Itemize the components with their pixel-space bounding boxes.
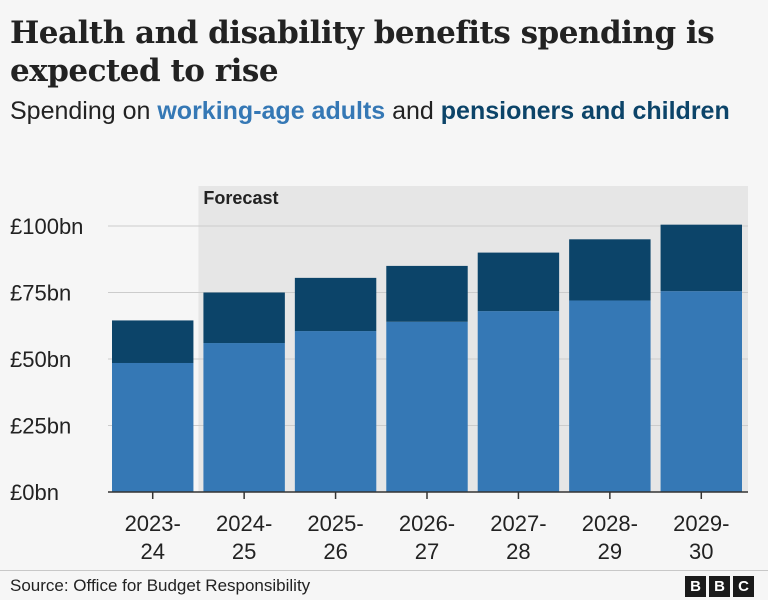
legend-pensioners-children: pensioners and children xyxy=(440,97,730,125)
bar-pensioners-children xyxy=(203,292,285,344)
logo-letter-1: B xyxy=(685,576,706,597)
chart-subtitle: Spending on working-age adults and pensi… xyxy=(10,95,750,127)
bar-working-age xyxy=(386,321,468,492)
x-tick-label: 2029- xyxy=(673,511,729,536)
x-tick-label: 26 xyxy=(323,539,347,564)
bar-working-age xyxy=(477,311,560,492)
forecast-region xyxy=(198,186,748,492)
forecast-label: Forecast xyxy=(203,188,278,208)
bar-pensioners-children xyxy=(477,252,560,312)
bar-pensioners-children xyxy=(294,277,377,332)
x-tick-label: 29 xyxy=(598,539,622,564)
x-tick-label: 2026- xyxy=(399,511,455,536)
bar-working-age xyxy=(112,362,194,492)
x-tick-label: 2024- xyxy=(216,511,272,536)
x-tick-label: 30 xyxy=(689,539,713,564)
stacked-bar-chart: Forecast £0bn £25bn £50bn £75bn £100bn 2023- 24… xyxy=(10,186,748,564)
x-tick-label: 25 xyxy=(232,539,256,564)
bar-pensioners-children xyxy=(386,265,468,322)
y-tick-label: £0bn xyxy=(10,480,59,505)
legend-working-age: working-age adults xyxy=(157,97,386,125)
bar-working-age xyxy=(203,343,285,492)
y-tick-label: £25bn xyxy=(10,414,71,439)
x-tick-label: 2025- xyxy=(307,511,363,536)
bar-pensioners-children xyxy=(660,224,742,292)
y-tick-label: £100bn xyxy=(10,214,83,239)
x-tick-label: 2027- xyxy=(490,511,546,536)
subtitle-mid: and xyxy=(385,97,441,125)
subtitle-prefix: Spending on xyxy=(10,97,158,125)
bbc-logo: B B C xyxy=(685,576,754,597)
bar-pensioners-children xyxy=(569,239,651,301)
x-tick-label: 28 xyxy=(506,539,530,564)
x-tick-label: 27 xyxy=(415,539,439,564)
bar-working-age xyxy=(660,291,742,492)
bar-pensioners-children xyxy=(112,320,194,363)
y-tick-label: £75bn xyxy=(10,281,71,306)
source-note: Source: Office for Budget Responsibility xyxy=(10,576,311,595)
x-tick-label: 2023- xyxy=(125,511,181,536)
x-tick-label: 2028- xyxy=(582,511,638,536)
bar-working-age xyxy=(294,331,377,492)
logo-letter-3: C xyxy=(733,576,754,597)
footer-divider xyxy=(0,570,768,571)
chart-title: Health and disability benefits spending … xyxy=(10,15,715,89)
y-tick-label: £50bn xyxy=(10,347,71,372)
bar-working-age xyxy=(569,300,651,492)
logo-letter-2: B xyxy=(709,576,730,597)
x-tick-label: 24 xyxy=(140,539,164,564)
